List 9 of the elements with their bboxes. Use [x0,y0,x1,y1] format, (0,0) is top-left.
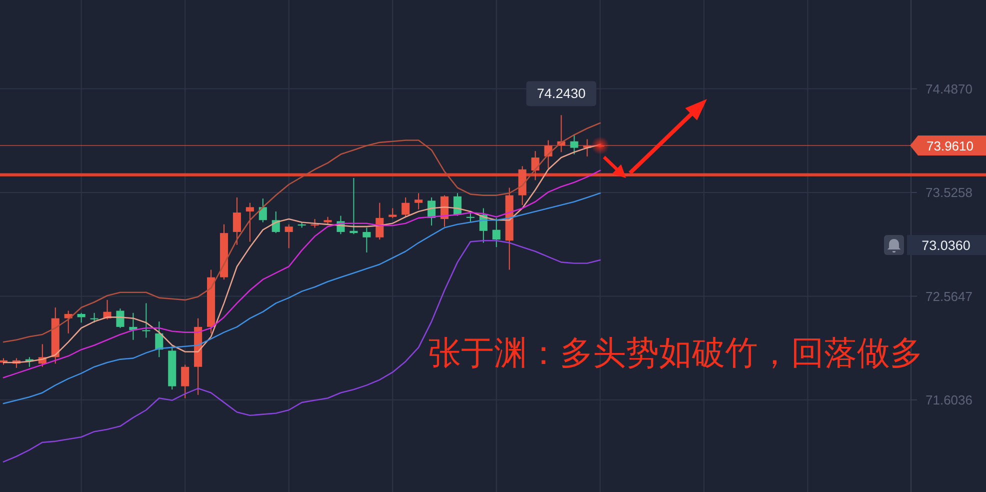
y-tick-label: 71.6036 [926,392,972,408]
y-tick-label: 73.5258 [926,185,972,200]
annotation: 73.0360 [907,235,986,255]
y-tick-label: 72.5647 [926,288,972,304]
annotation: 张于渊：多头势如破竹，回落做多 [428,334,923,371]
y-tick-label: 74.4870 [926,81,972,96]
annotation: 74.2430 [536,86,586,102]
annotation: 74.2430 [526,81,596,106]
ref-line-label: 73.9610 [926,138,974,154]
